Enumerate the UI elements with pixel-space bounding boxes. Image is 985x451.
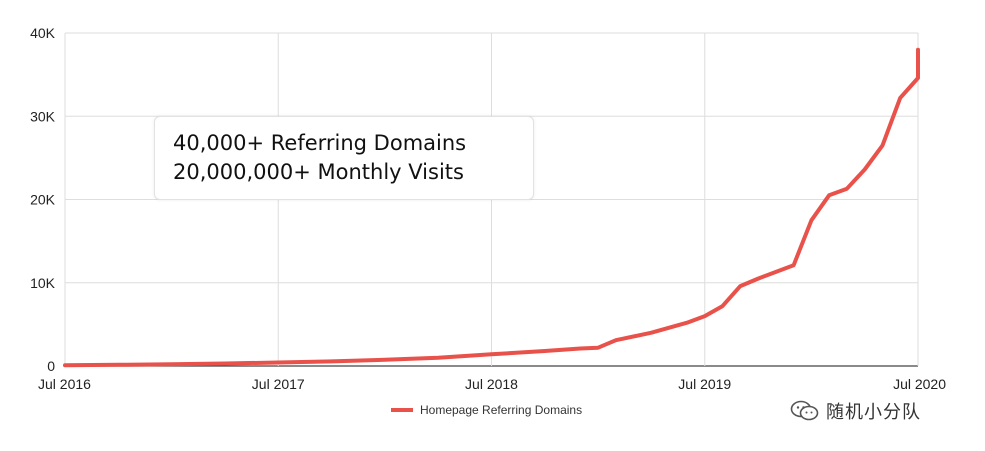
x-tick-label: Jul 2016 [38,376,91,392]
data-point [738,284,742,288]
series-line [63,47,920,368]
data-point [614,338,618,342]
data-point [276,361,280,365]
data-point [490,352,493,356]
callout-line-visits: 20,000,000+ Monthly Visits [173,160,464,184]
data-point [543,349,547,353]
y-axis: 0 10K 20K 30K 40K [30,25,56,374]
data-point [649,331,653,335]
data-point [916,48,920,52]
watermark-text: 随机小分队 [826,402,921,423]
data-point [756,277,760,281]
y-tick-label: 30K [30,108,56,124]
x-tick-label: Jul 2019 [678,376,731,392]
x-axis: Jul 2016 Jul 2017 Jul 2018 Jul 2019 Jul 2020 [38,376,946,392]
data-point [116,363,120,367]
data-point [809,218,813,222]
data-point [63,363,67,367]
data-point [721,304,725,308]
data-point [898,96,902,100]
data-point [685,321,689,325]
x-tick-label: Jul 2018 [465,376,518,392]
data-point [170,362,174,366]
callout-box: 40,000+ Referring Domains 20,000,000+ Mo… [154,116,534,200]
watermark: 随机小分队 [790,398,921,424]
data-point [703,314,707,318]
data-point [578,347,582,351]
data-point [880,143,884,147]
data-point [863,168,867,172]
data-point [845,187,849,191]
x-tick-label: Jul 2020 [893,376,946,392]
wechat-icon [790,400,819,421]
y-tick-label: 20K [30,192,56,208]
data-point [792,263,796,267]
legend-label: Homepage Referring Domains [420,403,582,417]
y-tick-label: 40K [30,25,56,41]
callout-line-domains: 40,000+ Referring Domains [173,131,467,155]
x-tick-label: Jul 2017 [252,376,305,392]
data-point [827,193,831,197]
data-point [436,356,440,360]
data-point [223,362,227,366]
data-point [596,346,600,350]
data-point [916,76,920,80]
data-point [383,358,387,362]
legend: Homepage Referring Domains [391,403,582,417]
data-point [330,359,334,363]
series-layer [63,47,920,368]
y-tick-label: 10K [30,275,56,291]
y-tick-label: 0 [47,358,55,374]
